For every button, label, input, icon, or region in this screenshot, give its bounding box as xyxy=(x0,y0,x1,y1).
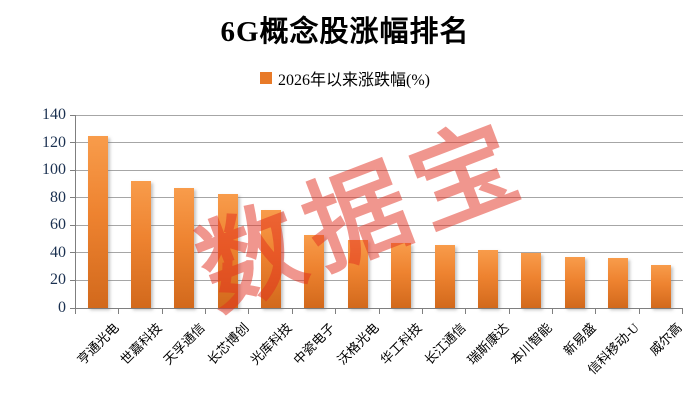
x-axis-tick xyxy=(161,309,163,314)
x-axis-tick xyxy=(118,309,120,314)
bar-光库科技 xyxy=(261,210,282,308)
legend: 2026年以来涨跌幅(%) xyxy=(0,66,690,90)
y-axis-tick xyxy=(70,169,75,171)
x-axis-tick xyxy=(75,309,76,314)
bar-长江通信 xyxy=(434,244,455,308)
gridline xyxy=(76,197,683,199)
bar-新易盛 xyxy=(564,257,585,308)
gridline xyxy=(76,169,683,171)
x-axis-tick xyxy=(465,309,467,314)
y-axis-tick xyxy=(70,279,75,281)
y-axis-tick-label: 120 xyxy=(42,133,66,151)
x-axis-tick xyxy=(248,309,250,314)
x-axis-tick xyxy=(682,309,683,314)
x-axis-tick xyxy=(421,309,423,314)
y-axis-tick xyxy=(70,142,75,144)
gridline xyxy=(76,252,683,254)
y-axis-tick-label: 60 xyxy=(50,216,66,234)
x-axis-tick xyxy=(638,309,640,314)
gridline xyxy=(76,224,683,226)
y-axis-tick-label: 100 xyxy=(42,161,66,179)
x-axis-tick xyxy=(205,309,207,314)
y-axis-tick-label: 40 xyxy=(50,243,66,261)
gridline xyxy=(76,114,683,116)
bar-天孚通信 xyxy=(174,188,195,308)
y-axis-tick-label: 20 xyxy=(50,271,66,289)
bar-瑞斯康达 xyxy=(477,250,498,308)
y-axis-tick xyxy=(70,197,75,199)
x-axis-tick xyxy=(291,309,293,314)
x-axis-tick xyxy=(335,309,337,314)
bar-亨通光电 xyxy=(87,135,108,308)
gridline xyxy=(76,142,683,144)
bar-长芯博创 xyxy=(217,193,238,308)
y-axis-tick-label: 140 xyxy=(42,106,66,123)
bar-沃格光电 xyxy=(347,240,368,308)
y-axis-tick-label: 0 xyxy=(58,299,66,316)
gridline xyxy=(76,279,683,281)
bar-中瓷电子 xyxy=(304,234,325,308)
bar-华工科技 xyxy=(391,243,412,308)
x-axis-tick xyxy=(378,309,380,314)
legend-swatch xyxy=(260,72,272,84)
bar-本川智能 xyxy=(521,252,542,308)
x-axis-tick xyxy=(508,309,510,314)
y-axis-tick xyxy=(70,307,75,309)
y-axis-tick-label: 80 xyxy=(50,188,66,206)
chart-title: 6G概念股涨幅排名 xyxy=(220,16,470,48)
bar-威尔高 xyxy=(651,265,672,308)
x-axis-tick xyxy=(595,309,597,314)
y-axis-tick xyxy=(70,252,75,254)
legend-label: 2026年以来涨跌幅(%) xyxy=(278,72,430,89)
y-axis-tick xyxy=(70,114,75,116)
bar-世嘉科技 xyxy=(131,181,152,308)
plot-area xyxy=(70,114,683,309)
bar-信科移动-U xyxy=(607,258,628,308)
y-axis-tick xyxy=(70,224,75,226)
x-axis-tick xyxy=(551,309,553,314)
